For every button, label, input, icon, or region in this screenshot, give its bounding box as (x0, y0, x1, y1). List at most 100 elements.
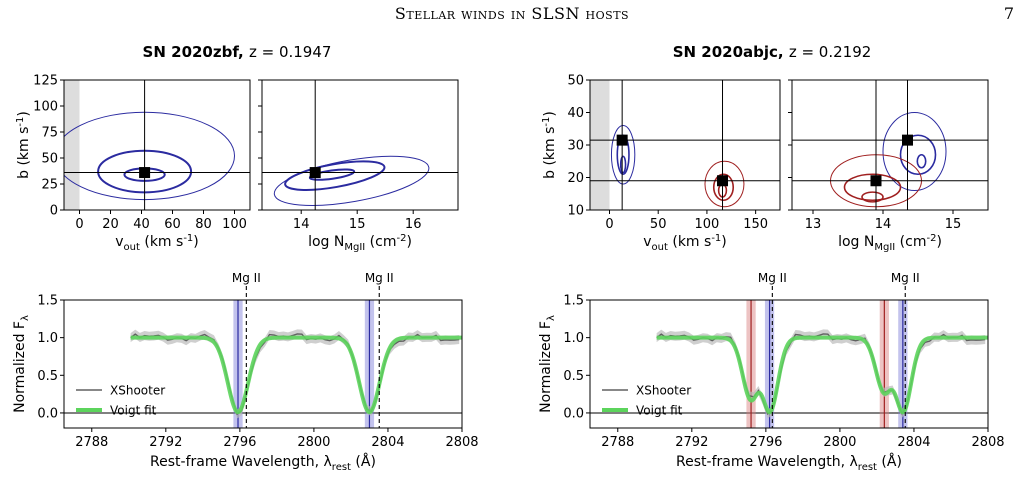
y-tick-label: 0.0 (563, 406, 584, 421)
spectrum-area (590, 300, 988, 428)
best-fit-marker (616, 134, 628, 146)
x-tick-label: 15 (945, 217, 962, 232)
x-tick-label: 15 (349, 217, 366, 232)
excluded-region (590, 80, 610, 210)
axes-frame (791, 79, 989, 211)
x-tick-label: 13 (805, 217, 822, 232)
y-tick-label: 20 (567, 171, 584, 186)
panel-title: SN 2020abjc, z = 0.2192 (673, 43, 872, 61)
y-tick-label: 75 (41, 126, 58, 141)
x-tick-label: 14 (875, 217, 892, 232)
x-tick-label: 2800 (823, 435, 856, 450)
voigt-fit (656, 335, 988, 415)
y-tick-label: 30 (567, 139, 584, 154)
plot-area (792, 80, 988, 210)
vb-xlabel: vout​ (km s-1​) (643, 233, 727, 253)
spec-ylabel: Normalized Fλ​ (12, 315, 31, 413)
x-tick-label: 20 (102, 217, 119, 232)
y-tick-label: 100 (33, 100, 58, 115)
x-tick-label: 2796 (749, 435, 782, 450)
x-tick-label: 2808 (971, 435, 1004, 450)
excluded-region (64, 80, 80, 210)
contour (610, 125, 636, 185)
voigt-fit (130, 335, 462, 415)
y-tick-label: 50 (567, 74, 584, 89)
plot-area (590, 80, 780, 210)
axes-frame (63, 299, 463, 429)
plot-area (262, 80, 458, 210)
best-fit-marker (902, 134, 913, 146)
x-tick-label: 40 (133, 217, 150, 232)
spec-ylabel: Normalized Fλ​ (538, 315, 557, 413)
x-tick-label: 2796 (223, 435, 256, 450)
nb-xlabel: log NMgII​ (cm-2​) (838, 233, 942, 253)
contour (619, 155, 627, 174)
vb-xlabel: vout​ (km s-1​) (115, 233, 199, 253)
spec-xlabel: Rest-frame Wavelength, λrest​ (Å) (150, 453, 376, 473)
best-fit-marker (717, 175, 729, 187)
x-tick-label: 2804 (371, 435, 404, 450)
x-tick-label: 80 (195, 217, 212, 232)
contour (882, 112, 947, 191)
mg-ii-label: Mg II (891, 271, 920, 285)
panel-title: SN 2020zbf, z = 0.1947 (143, 43, 332, 61)
y-tick-label: 25 (41, 178, 58, 193)
data-error-band (130, 329, 460, 419)
x-tick-label: 150 (743, 217, 768, 232)
contour (861, 191, 884, 203)
x-tick-label: 100 (222, 217, 247, 232)
x-tick-label: 2804 (897, 435, 930, 450)
y-tick-label: 50 (41, 152, 58, 167)
y-tick-label: 0.5 (37, 369, 58, 384)
x-tick-label: 0 (75, 217, 83, 232)
mg-ii-label: Mg II (758, 271, 787, 285)
x-tick-label: 0 (605, 217, 613, 232)
axes-frame (589, 299, 989, 429)
axes-frame (63, 79, 251, 211)
data-error-band (656, 329, 986, 419)
legend-label: XShooter (110, 384, 165, 398)
y-tick-label: 125 (33, 74, 58, 89)
xshooter-spectrum (130, 333, 460, 416)
y-tick-label: 0.5 (563, 369, 584, 384)
mg-ii-label: Mg II (365, 271, 394, 285)
legend-label: XShooter (636, 384, 691, 398)
plot-area (64, 80, 250, 210)
contour (899, 134, 937, 176)
vb-ylabel: b (km s-1​) (541, 111, 558, 179)
y-tick-label: 1.0 (37, 331, 58, 346)
best-fit-marker (870, 175, 882, 187)
best-fit-marker (139, 167, 151, 179)
vb-ylabel: b (km s-1​) (15, 111, 32, 179)
y-tick-label: 0.0 (37, 406, 58, 421)
nb-xlabel: log NMgII​ (cm-2​) (308, 233, 412, 253)
y-tick-label: 40 (567, 106, 584, 121)
contour (273, 155, 430, 206)
best-fit-marker (309, 167, 321, 179)
contour (712, 173, 735, 202)
x-tick-label: 2792 (149, 435, 182, 450)
mg-ii-label: Mg II (232, 271, 261, 285)
x-tick-label: 14 (293, 217, 310, 232)
x-tick-label: 2788 (601, 435, 634, 450)
x-tick-label: 100 (695, 217, 720, 232)
contour (704, 160, 745, 208)
spec-xlabel: Rest-frame Wavelength, λrest​ (Å) (676, 453, 902, 473)
x-tick-label: 2800 (297, 435, 330, 450)
x-tick-label: 2788 (75, 435, 108, 450)
axes-frame (261, 79, 459, 211)
x-tick-label: 50 (650, 217, 667, 232)
x-tick-label: 2808 (445, 435, 478, 450)
y-tick-label: 0 (50, 204, 58, 219)
y-tick-label: 1.5 (563, 294, 584, 309)
legend-label: Voigt fit (636, 404, 683, 418)
legend-label: Voigt fit (110, 404, 157, 418)
xshooter-spectrum (656, 333, 986, 415)
running-head: Stellar winds in SLSN hosts (394, 4, 630, 23)
page-number: 7 (1003, 4, 1014, 23)
contour (916, 153, 927, 169)
x-tick-label: 16 (405, 217, 422, 232)
y-tick-label: 1.0 (563, 331, 584, 346)
y-tick-label: 1.5 (37, 294, 58, 309)
